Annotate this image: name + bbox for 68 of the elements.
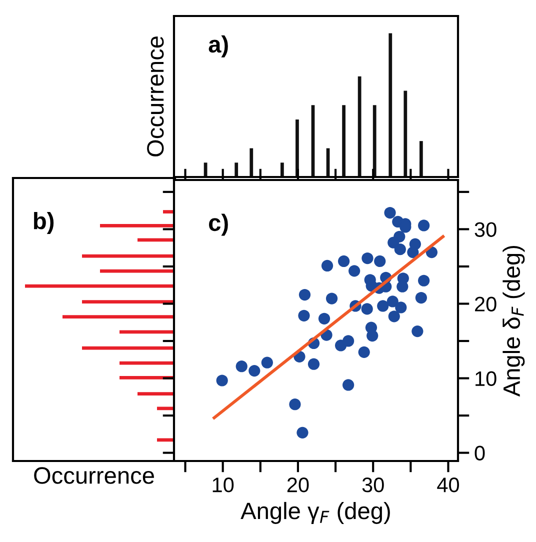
point	[321, 260, 334, 272]
annotation: c)	[209, 214, 228, 236]
bar	[82, 300, 175, 304]
x-axis-title: Angle γ$_{F}$ (deg)	[240, 502, 390, 524]
bar	[82, 254, 175, 258]
point	[395, 302, 407, 314]
bar	[138, 392, 175, 396]
x-tick-label: 20	[287, 478, 309, 492]
bar	[62, 315, 175, 319]
annotation: b)	[34, 212, 54, 234]
point	[415, 292, 427, 304]
bar	[280, 162, 284, 177]
point	[318, 312, 330, 324]
point	[412, 326, 424, 338]
point	[394, 244, 406, 256]
point	[326, 292, 338, 304]
point	[377, 300, 389, 312]
point	[361, 303, 373, 315]
point	[358, 346, 370, 358]
point	[261, 356, 273, 368]
bar	[100, 224, 175, 228]
bar	[120, 330, 175, 334]
point	[342, 379, 354, 391]
point	[418, 274, 430, 286]
point	[296, 426, 308, 438]
x-tick-label: 40	[437, 478, 460, 492]
point	[396, 280, 408, 292]
point	[298, 288, 311, 301]
x-tick-label: 30	[362, 478, 384, 492]
y-tick-label: 30	[474, 222, 496, 237]
point	[248, 365, 260, 377]
bar	[250, 148, 254, 177]
point	[374, 255, 386, 268]
point	[338, 255, 350, 268]
bar	[100, 269, 175, 273]
point	[386, 296, 398, 308]
y-axis-title: Angle δ$_{F}$ (deg)	[502, 246, 525, 397]
point	[308, 358, 320, 370]
y-tick-label: 20	[475, 296, 496, 312]
point	[289, 398, 301, 410]
point	[407, 246, 419, 258]
annotation: a)	[208, 35, 228, 58]
bar	[234, 162, 238, 177]
point	[418, 220, 430, 232]
x-tick-label: 10	[212, 478, 234, 492]
bar	[120, 376, 175, 380]
point	[298, 310, 310, 322]
y-tick-label: 0	[474, 446, 485, 461]
bar	[342, 105, 346, 177]
bar	[372, 105, 376, 177]
point	[236, 360, 248, 372]
point	[362, 252, 374, 264]
point	[388, 310, 400, 322]
point	[384, 206, 396, 219]
bar	[296, 120, 299, 177]
y-axis-title: Occurrence	[147, 36, 164, 156]
bar	[138, 238, 175, 242]
bar	[388, 33, 392, 177]
point	[366, 330, 378, 342]
y-tick-label: 10	[476, 371, 496, 386]
point	[216, 374, 228, 386]
bar	[358, 76, 362, 177]
bar	[25, 284, 175, 288]
x-axis-title: Occurrence	[34, 467, 154, 484]
bar	[404, 90, 408, 177]
point	[342, 335, 354, 347]
bar	[419, 141, 423, 177]
point	[348, 265, 360, 277]
